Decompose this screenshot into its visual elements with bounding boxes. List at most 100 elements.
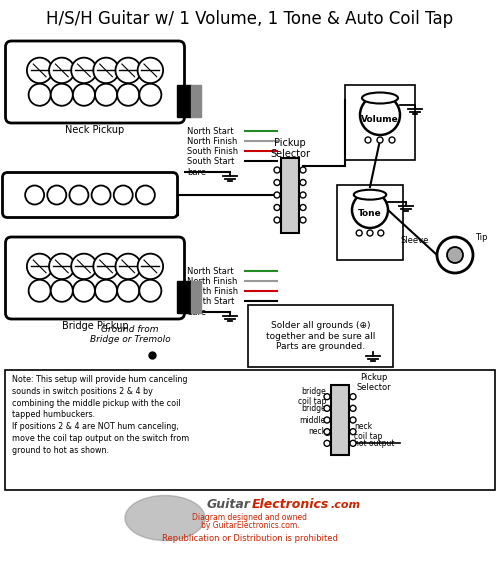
Text: middle: middle xyxy=(300,416,326,425)
Circle shape xyxy=(437,237,473,273)
Circle shape xyxy=(117,84,139,106)
Circle shape xyxy=(447,247,463,263)
Text: South Start: South Start xyxy=(187,297,234,306)
Text: Bridge Pickup: Bridge Pickup xyxy=(62,321,128,331)
Text: Republication or Distribution is prohibited: Republication or Distribution is prohibi… xyxy=(162,534,338,543)
Circle shape xyxy=(51,280,73,302)
Circle shape xyxy=(138,254,163,279)
Bar xyxy=(345,85,415,160)
Text: hot output: hot output xyxy=(354,439,395,448)
Text: Guitar: Guitar xyxy=(206,498,250,511)
Bar xyxy=(5,370,495,490)
Circle shape xyxy=(324,429,330,435)
Text: bridge: bridge xyxy=(301,404,326,413)
Text: Neck Pickup: Neck Pickup xyxy=(66,125,124,135)
Text: neck: neck xyxy=(308,427,326,436)
Text: Pickup
Selector: Pickup Selector xyxy=(356,373,392,392)
Circle shape xyxy=(28,280,50,302)
Bar xyxy=(248,305,393,367)
Circle shape xyxy=(136,186,155,205)
Text: bare: bare xyxy=(187,307,206,316)
Text: Sleeve: Sleeve xyxy=(400,236,429,245)
Circle shape xyxy=(116,254,141,279)
Ellipse shape xyxy=(125,495,205,540)
Circle shape xyxy=(73,280,95,302)
Text: South Finish: South Finish xyxy=(187,287,238,296)
Text: North Finish: North Finish xyxy=(187,277,238,286)
Circle shape xyxy=(300,192,306,198)
Circle shape xyxy=(350,440,356,447)
Bar xyxy=(190,85,200,117)
Circle shape xyxy=(49,254,74,279)
Bar xyxy=(337,185,403,260)
Circle shape xyxy=(350,417,356,423)
Circle shape xyxy=(350,394,356,399)
Bar xyxy=(281,158,299,232)
FancyBboxPatch shape xyxy=(6,41,184,123)
Text: South Finish: South Finish xyxy=(187,146,238,155)
Circle shape xyxy=(324,440,330,447)
Circle shape xyxy=(274,180,280,186)
Text: Pickup
Selector: Pickup Selector xyxy=(270,137,310,159)
Circle shape xyxy=(352,192,388,228)
Circle shape xyxy=(48,186,66,205)
Text: North Finish: North Finish xyxy=(187,136,238,145)
Ellipse shape xyxy=(362,93,398,103)
Circle shape xyxy=(95,280,117,302)
FancyBboxPatch shape xyxy=(2,172,178,218)
Circle shape xyxy=(274,205,280,210)
Bar xyxy=(176,281,190,313)
Circle shape xyxy=(140,84,162,106)
Circle shape xyxy=(300,167,306,173)
Text: Volume: Volume xyxy=(361,114,399,123)
Circle shape xyxy=(117,280,139,302)
Circle shape xyxy=(94,58,119,83)
Circle shape xyxy=(324,394,330,399)
Text: Diagram designed and owned: Diagram designed and owned xyxy=(192,513,308,522)
Bar xyxy=(176,85,190,117)
Circle shape xyxy=(27,58,52,83)
Circle shape xyxy=(140,280,162,302)
Text: Electronics: Electronics xyxy=(252,498,330,511)
Circle shape xyxy=(378,230,384,236)
Circle shape xyxy=(25,186,44,205)
Text: bare: bare xyxy=(187,168,206,177)
Circle shape xyxy=(360,95,400,135)
Circle shape xyxy=(70,186,88,205)
Text: neck
coil tap: neck coil tap xyxy=(354,422,382,441)
Text: Tip: Tip xyxy=(475,232,488,241)
Circle shape xyxy=(138,58,163,83)
Circle shape xyxy=(27,254,52,279)
Circle shape xyxy=(95,84,117,106)
Text: North Start: North Start xyxy=(187,126,234,136)
Circle shape xyxy=(356,230,362,236)
FancyBboxPatch shape xyxy=(6,237,184,319)
Text: Tone: Tone xyxy=(358,209,382,218)
Text: Note: This setup will provide hum canceling
sounds in switch positions 2 & 4 by
: Note: This setup will provide hum cancel… xyxy=(12,375,189,455)
Circle shape xyxy=(377,137,383,143)
Circle shape xyxy=(71,58,96,83)
Circle shape xyxy=(350,406,356,411)
Circle shape xyxy=(114,186,132,205)
Circle shape xyxy=(367,230,373,236)
Circle shape xyxy=(116,58,141,83)
Circle shape xyxy=(73,84,95,106)
Bar xyxy=(190,281,200,313)
Circle shape xyxy=(51,84,73,106)
Text: Ground from
Bridge or Tremolo: Ground from Bridge or Tremolo xyxy=(90,325,170,344)
Ellipse shape xyxy=(354,190,386,200)
Circle shape xyxy=(49,58,74,83)
Circle shape xyxy=(71,254,96,279)
Circle shape xyxy=(28,84,50,106)
Text: by GuitarElectronics.com.: by GuitarElectronics.com. xyxy=(200,521,300,530)
Circle shape xyxy=(324,417,330,423)
Text: Solder all grounds (⊕)
together and be sure all
Parts are grounded.: Solder all grounds (⊕) together and be s… xyxy=(266,321,375,351)
Circle shape xyxy=(350,429,356,435)
Circle shape xyxy=(300,180,306,186)
Text: .com: .com xyxy=(330,500,360,510)
Circle shape xyxy=(365,137,371,143)
Text: H/S/H Guitar w/ 1 Volume, 1 Tone & Auto Coil Tap: H/S/H Guitar w/ 1 Volume, 1 Tone & Auto … xyxy=(46,10,454,28)
Circle shape xyxy=(389,137,395,143)
Circle shape xyxy=(300,217,306,223)
Circle shape xyxy=(92,186,110,205)
